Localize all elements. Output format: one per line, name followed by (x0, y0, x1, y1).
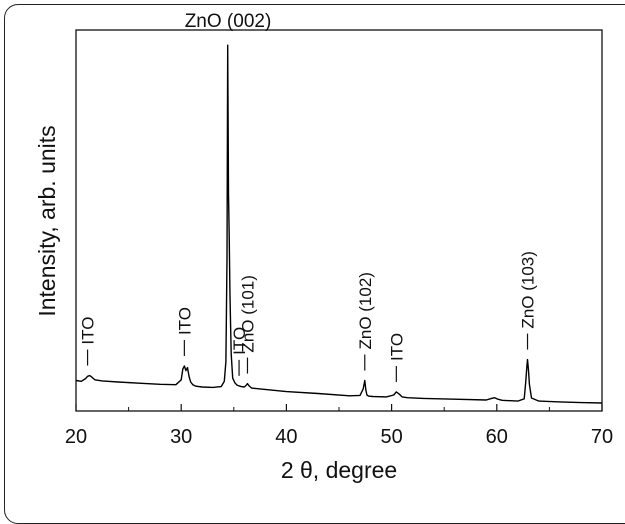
x-ticks (75, 404, 603, 411)
annotation-zno-101-4: ZnO (101) (238, 275, 257, 352)
y-axis-title: Intensity, arb. units (34, 125, 60, 316)
x-tick-label: 40 (275, 426, 297, 448)
x-axis-title: 2 θ, degree (281, 457, 397, 483)
series-line-xrd-pattern (75, 44, 603, 404)
x-tick-label: 30 (170, 426, 192, 448)
annotation-ito-2: ITO (175, 307, 194, 335)
x-tick-label: 20 (65, 426, 87, 448)
x-tick-label: 50 (380, 426, 402, 448)
annotation-zno-002-0: ZnO (002) (185, 11, 272, 32)
x-tick-labels: 20 30 40 50 60 70 (65, 426, 613, 448)
annotation-zno-102-5: ZnO (102) (356, 272, 375, 349)
annotation-ito-3: ITO (230, 327, 249, 355)
annotation-ito-1: ITO (79, 317, 98, 345)
plot-area-frame (75, 29, 603, 412)
annotation-zno-103-7: ZnO (103) (519, 251, 538, 328)
x-tick-label: 70 (591, 426, 613, 448)
x-tick-label: 60 (486, 426, 508, 448)
annotation-ito-6: ITO (387, 333, 406, 361)
